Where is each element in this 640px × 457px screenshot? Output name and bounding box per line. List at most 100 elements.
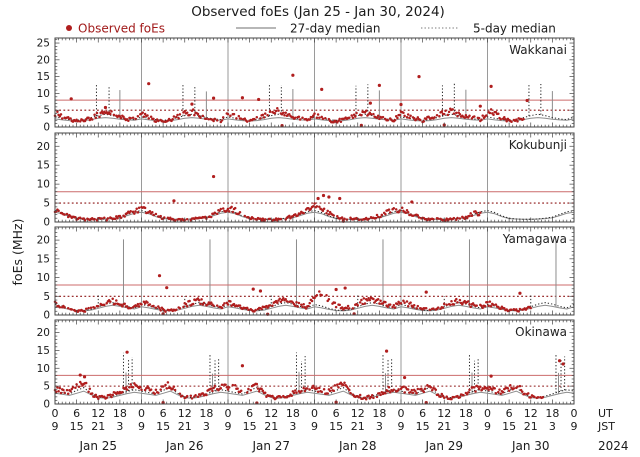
ut-tick-label: 0 <box>225 407 232 420</box>
observed-dot <box>388 211 392 214</box>
jst-tick-label: 9 <box>138 420 145 433</box>
observed-dot <box>259 117 262 120</box>
observed-outlier-dot <box>321 193 326 198</box>
observed-dot <box>489 304 493 308</box>
observed-dot <box>201 392 205 395</box>
observed-dot <box>87 390 90 394</box>
observed-dot <box>367 217 370 221</box>
observed-dot <box>481 114 484 117</box>
observed-dot <box>191 108 195 111</box>
observed-dot <box>447 110 451 114</box>
observed-dot <box>116 216 119 220</box>
observed-dot <box>416 116 420 119</box>
observed-dot <box>416 214 420 217</box>
observed-dot <box>209 301 213 304</box>
observed-dot <box>129 210 132 213</box>
observed-outlier-dot <box>557 359 562 363</box>
ut-tick-label: 6 <box>73 407 80 420</box>
jst-tick-label: 9 <box>311 420 318 433</box>
observed-dot <box>416 304 420 308</box>
observed-dot <box>236 387 239 390</box>
observed-dot <box>529 396 532 399</box>
observed-dot <box>433 116 436 119</box>
observed-dot <box>87 116 90 119</box>
observed-dot <box>220 119 224 122</box>
y-tick-label: 5 <box>43 381 50 393</box>
observed-dot <box>205 393 208 397</box>
jst-tick-label: 21 <box>91 420 105 433</box>
observed-dot <box>148 209 152 213</box>
observed-dot <box>378 302 381 305</box>
observed-dot <box>396 302 399 306</box>
observed-dot <box>78 380 82 384</box>
observed-dot <box>424 307 428 310</box>
observed-dot <box>112 113 116 117</box>
observed-dot <box>402 385 405 389</box>
observed-dot <box>380 213 384 217</box>
observed-dot <box>455 297 458 301</box>
observed-outlier-dot <box>403 375 407 380</box>
observed-dot <box>396 116 399 120</box>
observed-dot <box>233 206 237 210</box>
observed-dot <box>74 386 77 390</box>
observed-dot <box>463 299 466 303</box>
observed-dot <box>491 388 494 391</box>
observed-outlier-dot <box>478 104 482 108</box>
year-label: 2024 <box>598 439 629 453</box>
observed-dot <box>458 298 462 302</box>
observed-dot <box>300 303 303 306</box>
jst-tick-label: 3 <box>289 420 296 433</box>
y-tick-label: 10 <box>37 272 50 284</box>
observed-dot <box>278 297 281 301</box>
observed-dot <box>78 120 82 123</box>
observed-dot <box>263 112 267 115</box>
observed-outlier-dot <box>377 83 381 87</box>
observed-dot <box>333 384 337 387</box>
jst-tick-label: 15 <box>156 420 170 433</box>
observed-dot <box>372 396 375 400</box>
observed-dot <box>339 120 343 124</box>
observed-outlier-dot <box>190 102 194 106</box>
observed-dot <box>369 395 373 399</box>
observed-dot <box>436 393 440 396</box>
observed-dot <box>473 386 476 389</box>
observed-dot <box>316 113 320 116</box>
observed-dot <box>412 304 416 307</box>
observed-dot <box>166 381 170 384</box>
observed-outlier-dot <box>165 286 169 290</box>
observed-dot <box>375 116 379 119</box>
ut-tick-label: 6 <box>419 407 426 420</box>
observed-outlier-dot <box>240 96 245 100</box>
observed-outlier-dot <box>424 290 428 294</box>
observed-dot <box>367 297 370 300</box>
observed-dot <box>315 387 319 390</box>
observed-dot <box>320 390 323 394</box>
observed-dot <box>343 217 346 220</box>
observed-dot <box>398 209 402 212</box>
jst-tick-label: 9 <box>52 420 59 433</box>
observed-outlier-dot <box>316 196 320 201</box>
observed-dot <box>90 392 94 395</box>
observed-dot <box>415 392 418 395</box>
observed-dot <box>164 383 167 387</box>
observed-dot <box>408 116 411 120</box>
observed-dot <box>442 112 446 116</box>
observed-dot <box>137 206 141 210</box>
observed-dot <box>386 119 390 122</box>
observed-dot <box>141 111 144 114</box>
observed-dot <box>516 120 519 123</box>
observed-dot <box>360 113 363 117</box>
observed-dot <box>243 214 247 218</box>
observed-dot <box>298 118 302 121</box>
observed-dot <box>89 306 93 310</box>
observed-dot <box>521 390 524 393</box>
observed-dot <box>282 296 285 300</box>
observed-dot <box>493 387 496 390</box>
observed-dot <box>351 307 355 310</box>
observed-dot <box>358 393 362 397</box>
ut-tick-label: 18 <box>545 407 559 420</box>
observed-dot <box>147 117 150 120</box>
observed-dot <box>445 303 448 307</box>
observed-dot <box>445 395 448 398</box>
observed-dot <box>392 206 396 210</box>
